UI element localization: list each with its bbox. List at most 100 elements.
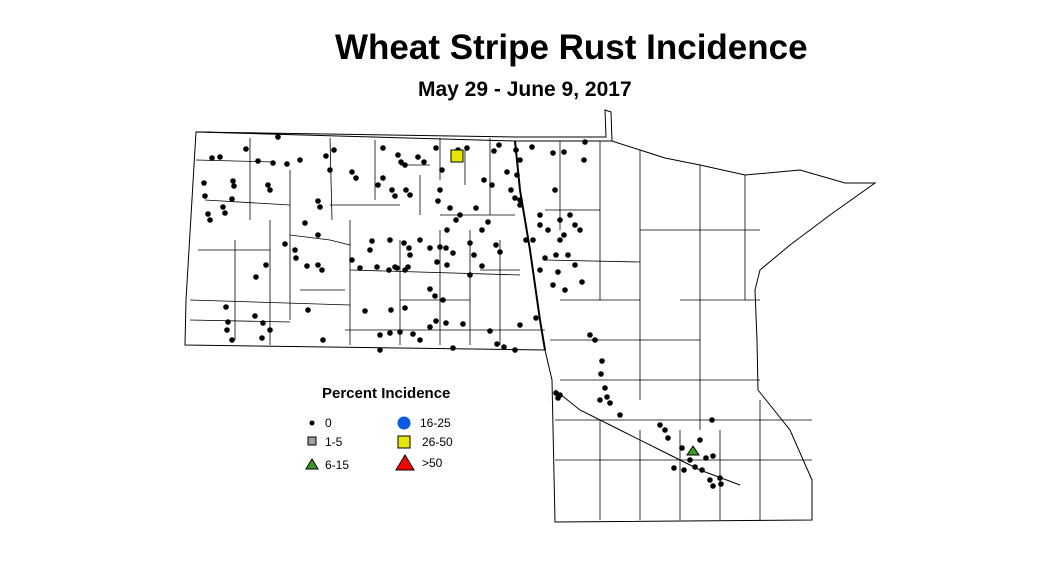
- point-0-incidence: [386, 267, 392, 273]
- point-0-incidence: [317, 204, 323, 210]
- point-0-incidence: [389, 187, 395, 193]
- point-0-incidence: [421, 159, 427, 165]
- point-0-incidence: [444, 227, 450, 233]
- county-line: [195, 159, 276, 163]
- point-0-incidence: [259, 335, 265, 341]
- point-0-incidence: [362, 308, 368, 314]
- county-line: [349, 269, 521, 276]
- point-0-incidence: [453, 217, 459, 223]
- point-0-incidence: [533, 315, 539, 321]
- point-0-incidence: [380, 145, 386, 151]
- point-0-incidence: [407, 252, 413, 258]
- point-0-incidence: [327, 167, 333, 173]
- point-0-incidence: [517, 322, 523, 328]
- point-0-incidence: [440, 297, 446, 303]
- point-0-incidence: [579, 279, 585, 285]
- observation-points: [201, 134, 724, 489]
- point-0-incidence: [315, 262, 321, 268]
- point-0-incidence: [315, 198, 321, 204]
- point-0-incidence: [432, 293, 438, 299]
- point-0-incidence: [489, 182, 495, 188]
- legend-label-6-15: 6-15: [325, 458, 350, 472]
- point-0-incidence: [617, 412, 623, 418]
- point-0-incidence: [434, 259, 440, 265]
- point-0-incidence: [562, 287, 568, 293]
- point-0-incidence: [417, 337, 423, 343]
- point-0-incidence: [402, 305, 408, 311]
- point-0-incidence: [302, 220, 308, 226]
- point-0-incidence: [253, 274, 259, 280]
- point-0-incidence: [512, 195, 518, 201]
- legend-circle-16-25: [397, 416, 411, 430]
- point-0-incidence: [323, 153, 329, 159]
- point-0-incidence: [542, 255, 548, 261]
- legend-triangle-6-15: [305, 458, 319, 470]
- point-0-incidence: [699, 467, 705, 473]
- point-0-incidence: [401, 240, 407, 246]
- map-title: Wheat Stripe Rust Incidence: [335, 28, 808, 67]
- point-0-incidence: [207, 217, 213, 223]
- point-0-incidence: [467, 272, 473, 278]
- point-0-incidence: [479, 263, 485, 269]
- point-0-incidence: [224, 327, 230, 333]
- point-0-incidence: [293, 255, 299, 261]
- point-0-incidence: [427, 286, 433, 292]
- point-0-incidence: [380, 175, 386, 181]
- point-0-incidence: [457, 212, 463, 218]
- point-0-incidence: [260, 320, 266, 326]
- point-0-incidence: [353, 175, 359, 181]
- point-0-incidence: [439, 167, 445, 173]
- point-0-incidence: [222, 210, 228, 216]
- point-0-incidence: [229, 337, 235, 343]
- point-0-incidence: [592, 337, 598, 343]
- county-line: [204, 199, 291, 206]
- point-0-incidence: [537, 267, 543, 273]
- point-0-incidence: [582, 139, 588, 145]
- legend-square-26-50: [397, 435, 411, 449]
- point-0-incidence: [392, 193, 398, 199]
- point-0-incidence: [517, 157, 523, 163]
- county-line: [189, 299, 351, 306]
- point-0-incidence: [514, 172, 520, 178]
- point-0-incidence: [267, 327, 273, 333]
- point-0-incidence: [349, 169, 355, 175]
- point-0-incidence: [598, 371, 604, 377]
- point-0-incidence: [497, 249, 503, 255]
- point-0-incidence: [252, 313, 258, 319]
- point-0-incidence: [427, 324, 433, 330]
- point-0-incidence: [555, 395, 561, 401]
- point-0-incidence: [417, 237, 423, 243]
- point-0-incidence: [513, 147, 519, 153]
- point-0-incidence: [282, 241, 288, 247]
- point-0-incidence: [703, 455, 709, 461]
- point-0-incidence: [537, 222, 543, 228]
- point-0-incidence: [467, 240, 473, 246]
- point-0-incidence: [443, 320, 449, 326]
- point-0-incidence: [496, 142, 502, 148]
- point-0-incidence: [599, 358, 605, 364]
- point-0-incidence: [572, 222, 578, 228]
- point-0-incidence: [550, 282, 556, 288]
- point-0-incidence: [217, 154, 223, 160]
- point-0-incidence: [220, 204, 226, 210]
- county-line: [289, 234, 351, 246]
- point-0-incidence: [587, 332, 593, 338]
- point-0-incidence: [493, 242, 499, 248]
- point-26-50-incidence: [450, 149, 464, 163]
- point-0-incidence: [320, 337, 326, 343]
- point-0-incidence: [597, 397, 603, 403]
- point-0-incidence: [710, 453, 716, 459]
- point-0-incidence: [692, 464, 698, 470]
- point-0-incidence: [427, 245, 433, 251]
- point-0-incidence: [717, 475, 723, 481]
- point-0-incidence: [395, 152, 401, 158]
- legend-label-26-50: 26-50: [422, 435, 453, 449]
- point-0-incidence: [369, 238, 375, 244]
- county-boundaries: [189, 137, 812, 520]
- point-0-incidence: [464, 145, 470, 151]
- point-0-incidence: [387, 237, 393, 243]
- point-0-incidence: [501, 344, 507, 350]
- point-0-incidence: [665, 435, 671, 441]
- point-0-incidence: [707, 477, 713, 483]
- minnesota-river: [554, 389, 741, 486]
